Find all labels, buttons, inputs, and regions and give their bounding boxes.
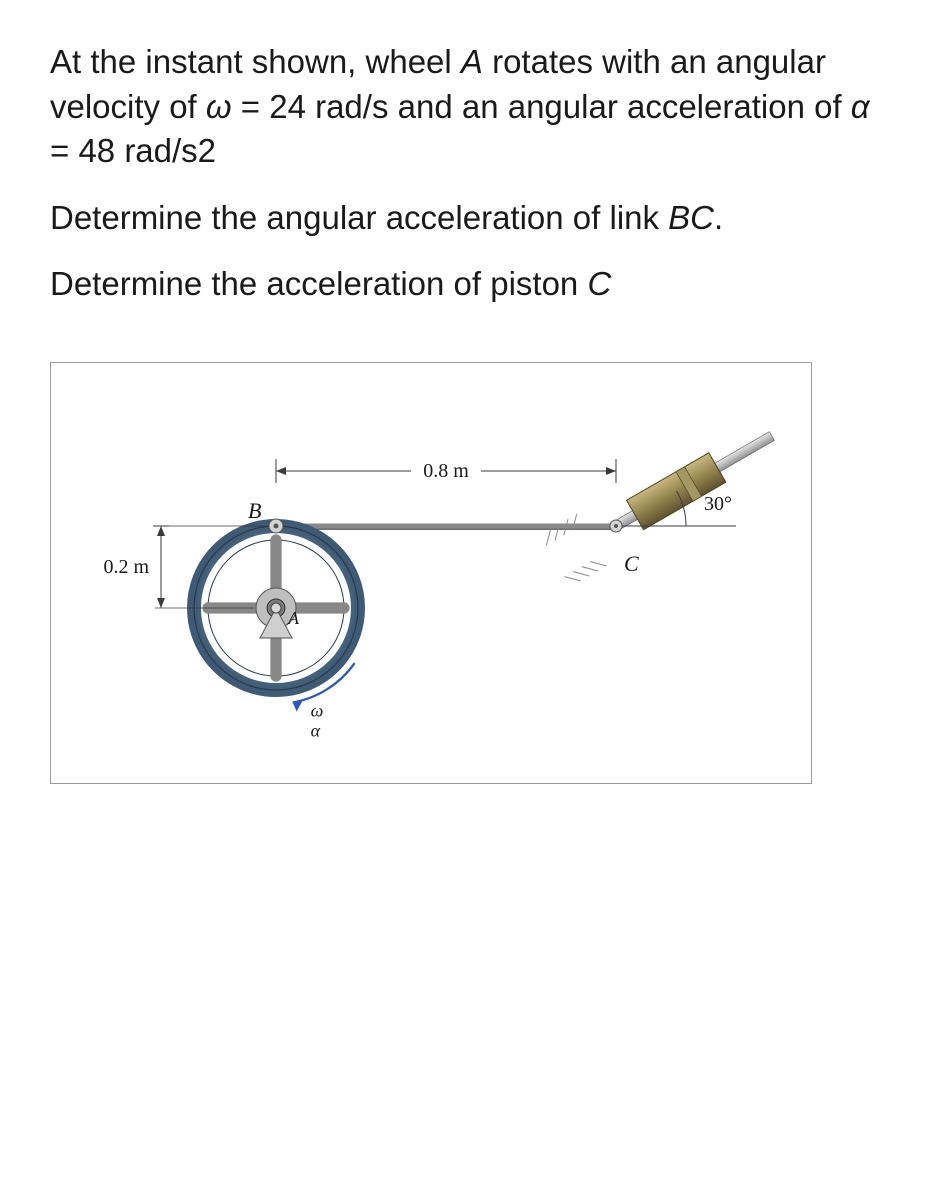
svg-text:α: α	[311, 720, 321, 740]
var-omega: ω	[206, 88, 232, 125]
var-C: C	[587, 265, 611, 302]
paragraph-2: Determine the angular acceleration of li…	[50, 196, 892, 241]
paragraph-1: At the instant shown, wheel A rotates wi…	[50, 40, 892, 174]
svg-text:A: A	[287, 608, 300, 628]
text: = 48 rad/s2	[50, 132, 216, 169]
text: Determine the angular acceleration of li…	[50, 199, 668, 236]
svg-text:0.2 m: 0.2 m	[103, 556, 149, 578]
text: At the instant shown, wheel	[50, 43, 461, 80]
svg-text:30°: 30°	[704, 493, 732, 515]
svg-text:B: B	[248, 498, 261, 523]
text: = 24 rad/s and an angular acceleration o…	[232, 88, 851, 125]
text: Determine the acceleration of piston	[50, 265, 587, 302]
figure-svg: 0.8 m 30° C A B 0.2 m ωα	[51, 363, 811, 783]
text: .	[714, 199, 723, 236]
var-BC: BC	[668, 199, 714, 236]
svg-text:0.8 m: 0.8 m	[423, 460, 469, 482]
var-A: A	[461, 43, 483, 80]
svg-text:ω: ω	[311, 700, 324, 720]
var-alpha: α	[851, 88, 870, 125]
paragraph-3: Determine the acceleration of piston C	[50, 262, 892, 307]
svg-text:C: C	[624, 551, 639, 576]
figure-container: 0.8 m 30° C A B 0.2 m ωα	[50, 362, 812, 784]
